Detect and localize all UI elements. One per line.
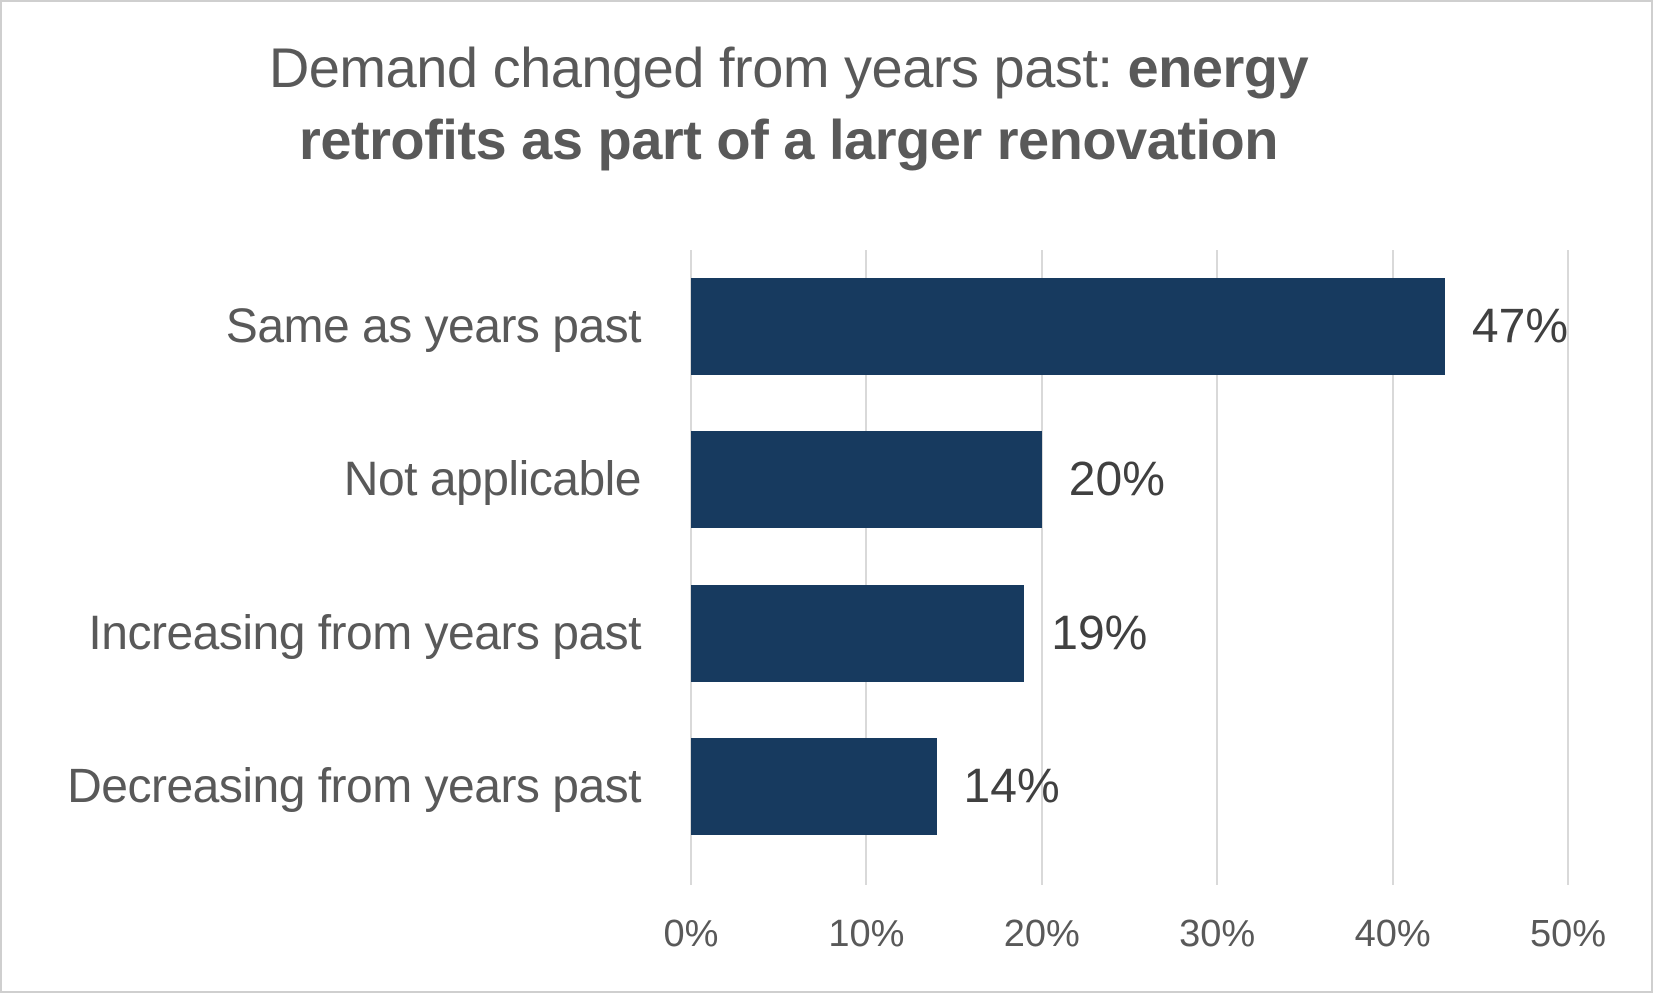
category-label: Increasing from years past [88,606,641,660]
x-axis-tick-label: 10% [828,913,905,955]
gridline-0pct [690,250,692,885]
value-label: 19% [1051,606,1148,660]
gridline-30pct [1216,250,1219,885]
bar-decreasing-from-years-past [691,737,937,835]
chart-title-line-1: Demand changed from years past: energy [2,32,1575,104]
chart-title-bold-text: energy [1127,36,1309,99]
value-label: 47% [1471,300,1568,354]
bar-increasing-from-years-past [691,584,1025,682]
bar-not-applicable [691,431,1042,529]
category-label: Not applicable [343,453,642,507]
value-label: 20% [1068,453,1165,507]
x-axis-tick-label: 30% [1179,913,1256,955]
category-label: Same as years past [225,300,642,354]
x-axis-tick-label: 20% [1003,913,1080,955]
plot-area: Same as years past 47% Not applicable 20… [67,250,1606,955]
gridline-40pct [1391,250,1394,885]
x-axis-tick-label: 50% [1529,913,1607,955]
gridline-10pct [865,250,868,885]
chart-title-line-2: retrofits as part of a larger renovation [299,108,1278,171]
bar-row: Increasing from years past 19% [88,557,1568,710]
x-axis-tick-label: 40% [1354,913,1431,955]
x-axis-tick-label: 0% [663,913,719,955]
bar-row: Decreasing from years past 14% [67,710,1568,863]
chart-title: Demand changed from years past: energy r… [2,32,1575,176]
gridline-20pct [1040,250,1043,885]
category-label: Decreasing from years past [67,759,641,813]
chart-title-normal-text: Demand changed from years past: [268,36,1128,99]
bar-same-as-years-past [691,278,1445,376]
bar-row: Same as years past 47% [226,250,1568,403]
gridline-50pct [1567,250,1569,885]
bar-row: Not applicable 20% [344,403,1568,556]
value-label: 14% [963,759,1060,813]
